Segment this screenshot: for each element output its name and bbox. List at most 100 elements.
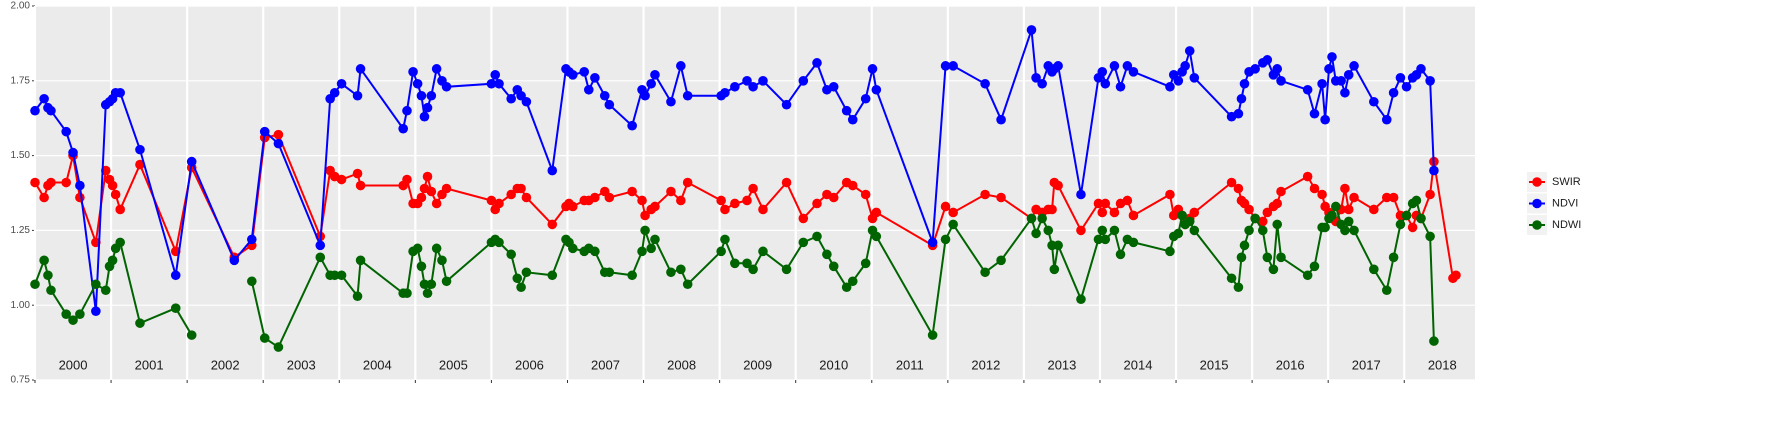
data-point: [110, 189, 121, 200]
x-tick-label: 2013: [1047, 357, 1076, 372]
data-point: [115, 204, 125, 215]
data-point: [1184, 46, 1195, 56]
data-point: [1026, 213, 1037, 224]
data-point: [107, 255, 118, 266]
data-point: [135, 159, 145, 170]
data-point: [1239, 240, 1250, 251]
data-point: [1320, 222, 1330, 233]
data-point: [246, 276, 257, 287]
data-point: [1343, 204, 1354, 215]
x-tick-label: 2001: [135, 357, 164, 372]
data-point: [627, 186, 637, 197]
data-point: [431, 243, 442, 254]
data-point: [1165, 189, 1175, 200]
data-point: [61, 126, 71, 137]
data-point: [720, 87, 730, 98]
x-tick-label: 2015: [1200, 357, 1229, 372]
data-point: [847, 276, 858, 287]
data-point: [402, 288, 412, 299]
data-point: [640, 225, 650, 236]
data-point: [75, 309, 85, 319]
data-point: [1349, 61, 1359, 71]
data-point: [402, 105, 412, 116]
data-point: [1128, 67, 1139, 77]
data-point: [1097, 225, 1108, 236]
data-point: [273, 342, 284, 352]
data-point: [1093, 198, 1104, 209]
data-point: [1115, 249, 1126, 260]
y-tick-label: 2.00: [11, 1, 31, 12]
data-point: [940, 61, 951, 71]
data-point: [1109, 225, 1120, 236]
data-point: [416, 261, 427, 272]
data-point: [490, 70, 501, 80]
data-point: [1097, 67, 1108, 77]
data-point: [742, 258, 752, 269]
data-point: [1309, 261, 1320, 272]
data-point: [1250, 213, 1260, 224]
data-point: [1425, 76, 1435, 86]
data-point: [1100, 78, 1111, 89]
data-point: [135, 318, 145, 328]
data-point: [170, 303, 181, 313]
data-point: [742, 195, 752, 206]
data-point: [828, 81, 839, 92]
data-point: [1233, 282, 1244, 293]
y-tick-label: 0.75: [11, 375, 31, 386]
data-point: [46, 285, 56, 296]
data-point: [1429, 165, 1439, 176]
data-point: [666, 186, 676, 197]
data-point: [1425, 231, 1435, 242]
data-point: [355, 64, 366, 74]
data-point: [1076, 189, 1086, 200]
data-point: [940, 234, 951, 245]
data-point: [259, 333, 270, 343]
data-point: [1026, 25, 1037, 35]
y-tick-label: 1.25: [11, 225, 31, 236]
data-point: [650, 234, 660, 245]
data-point: [68, 315, 78, 325]
data-point: [720, 234, 730, 245]
data-point: [599, 90, 610, 101]
data-point: [186, 156, 197, 167]
legend-label: NDVI: [1552, 197, 1578, 209]
data-point: [676, 264, 686, 275]
data-point: [1302, 171, 1313, 182]
data-point: [115, 87, 125, 98]
data-point: [640, 90, 650, 101]
data-point: [568, 243, 578, 254]
data-point: [1451, 270, 1461, 281]
data-point: [1173, 228, 1184, 239]
data-point: [1395, 73, 1406, 83]
data-point: [604, 99, 615, 110]
data-point: [441, 276, 452, 287]
data-point: [940, 201, 951, 212]
data-point: [812, 231, 822, 242]
data-point: [871, 207, 882, 218]
data-point: [1381, 285, 1392, 296]
data-point: [646, 243, 656, 254]
data-point: [1276, 252, 1286, 263]
data-point: [521, 96, 532, 107]
data-point: [666, 96, 676, 107]
data-point: [590, 192, 600, 203]
data-point: [1165, 81, 1175, 92]
data-point: [1165, 246, 1175, 257]
data-point: [68, 147, 78, 158]
data-point: [1401, 210, 1412, 221]
data-point: [758, 246, 768, 257]
data-point: [273, 138, 284, 149]
data-point: [1272, 219, 1283, 230]
data-point: [46, 105, 56, 116]
data-point: [1031, 228, 1041, 239]
data-point: [494, 198, 504, 209]
data-point: [1388, 252, 1399, 263]
data-point: [352, 168, 363, 179]
data-point: [1100, 198, 1111, 209]
data-point: [927, 237, 938, 248]
data-point: [1340, 183, 1350, 194]
data-point: [336, 174, 347, 185]
data-point: [1076, 225, 1086, 236]
data-point: [1180, 61, 1190, 71]
data-point: [798, 213, 809, 224]
